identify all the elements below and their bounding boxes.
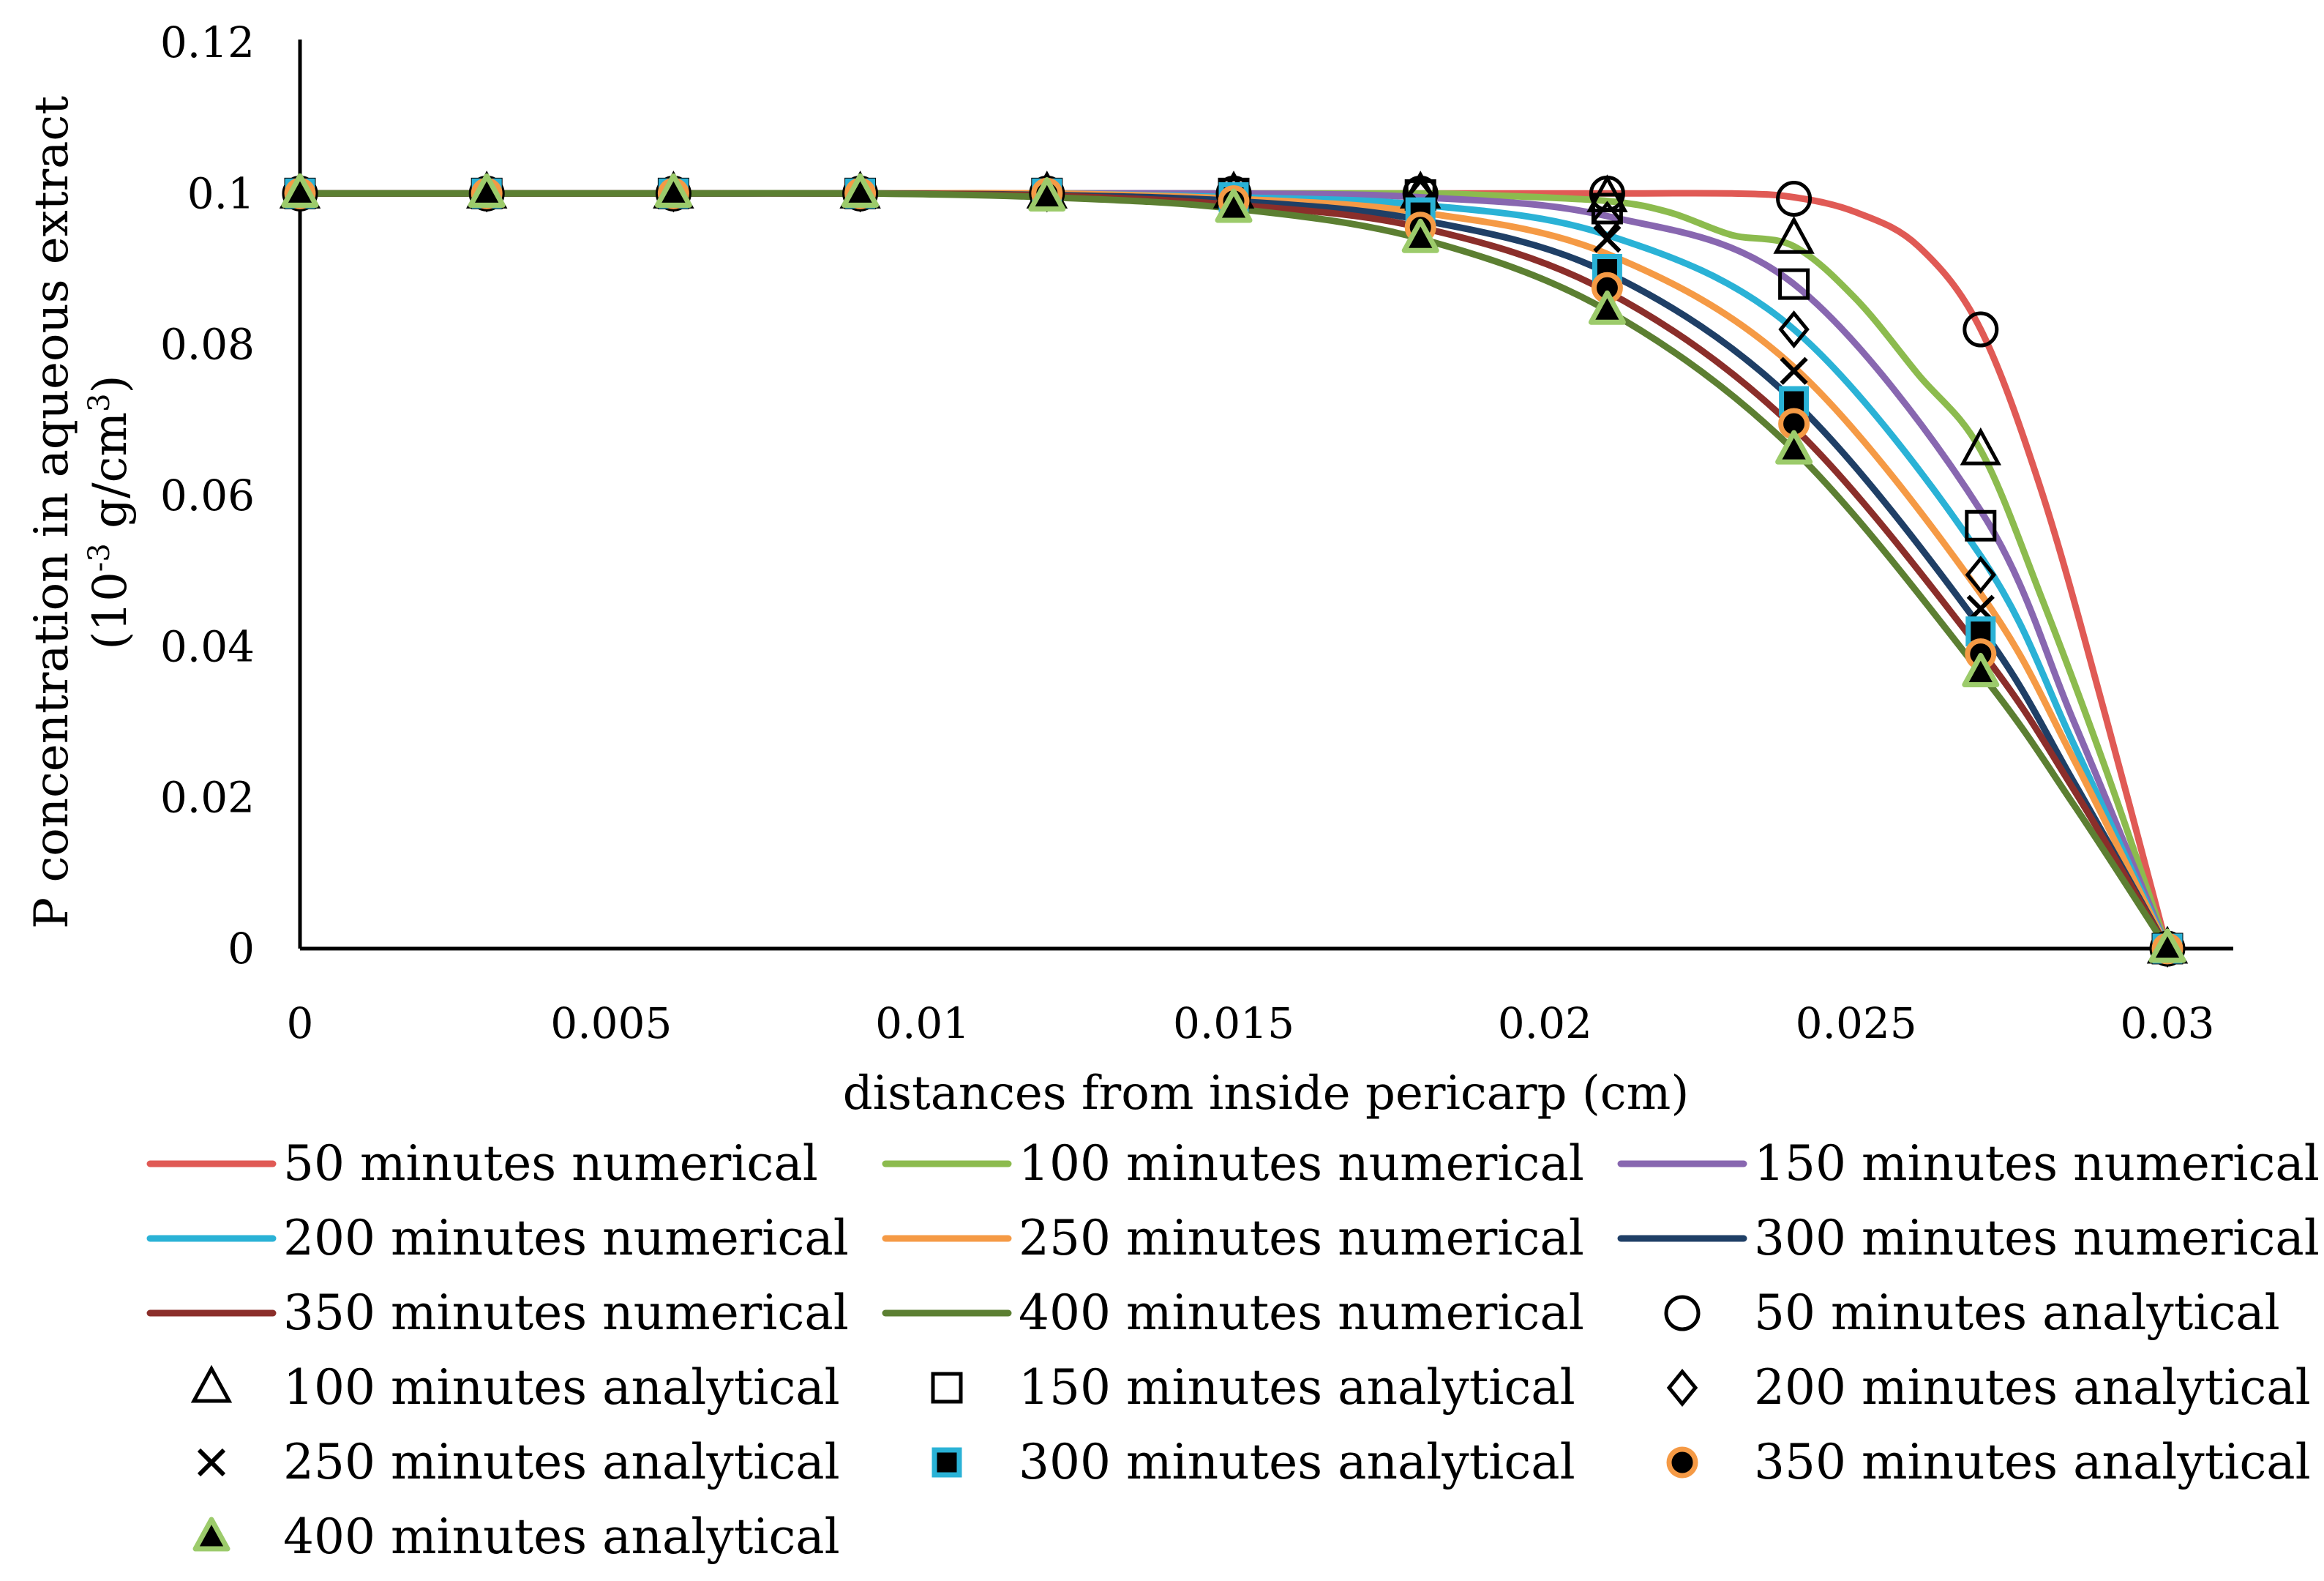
legend-label: 400 minutes numerical: [1019, 1285, 1584, 1341]
x-tick-label: 0.015: [1173, 998, 1294, 1048]
legend-item: 50 minutes analytical: [1664, 1285, 2280, 1341]
legend-marker-swatch: [190, 1364, 233, 1403]
marker-triangle-filled-3: [654, 173, 692, 208]
marker-x-9: [1780, 356, 1808, 385]
x-axis-title: distances from inside pericarp (cm): [843, 1066, 1690, 1121]
marker-triangle-filled-7: [1401, 218, 1439, 253]
marker-diamond-open-9: [1778, 310, 1810, 348]
y-tick-label: 0.1: [187, 168, 255, 218]
legend-marker-swatch: [197, 1448, 226, 1477]
marker-triangle-filled-4: [841, 173, 880, 208]
series-line-4: [296, 190, 2171, 952]
legend-item: 350 minutes numerical: [146, 1285, 849, 1341]
y-tick-labels: 0 0.02 0.04 0.06 0.08 0.1 0.12: [160, 18, 255, 973]
x-tick-label: 0.01: [875, 998, 970, 1048]
legend-item: 400 minutes analytical: [192, 1509, 840, 1565]
legend-item: 250 minutes analytical: [197, 1434, 840, 1490]
numerical-lines: [296, 190, 2171, 952]
y-tick-label: 0.06: [160, 471, 255, 520]
legend-item: 150 minutes analytical: [931, 1359, 1575, 1416]
x-tick-label: 0: [287, 998, 314, 1048]
marker-triangle-filled-9: [1775, 430, 1813, 465]
legend-item: 50 minutes numerical: [146, 1135, 818, 1192]
legend-label: 150 minutes numerical: [1754, 1135, 2320, 1192]
x-tick-label: 0.025: [1796, 998, 1917, 1048]
marker-triangle-filled-1: [281, 173, 319, 208]
marker-square-open-10: [1965, 509, 1997, 542]
series-line-5: [296, 190, 2171, 952]
legend-label: 300 minutes analytical: [1019, 1434, 1575, 1490]
series-line-6: [296, 190, 2171, 952]
marker-triangle-filled-11: [2148, 928, 2186, 963]
y-axis-title: P concentration in aqueous extract (10-3…: [25, 96, 138, 929]
y-tick-label: 0.04: [160, 621, 255, 671]
legend-item: 400 minutes numerical: [882, 1285, 1584, 1341]
legend-label: 300 minutes numerical: [1754, 1210, 2320, 1266]
legend-label: 50 minutes analytical: [1754, 1285, 2280, 1341]
x-tick-label: 0.03: [2120, 998, 2214, 1048]
plot-area: [279, 171, 2189, 968]
y-axis-title-line2: (10-3 g/cm3): [83, 375, 138, 649]
y-tick-label: 0: [228, 924, 255, 973]
y-tick-label: 0.08: [160, 320, 255, 370]
marker-triangle-filled-8: [1588, 290, 1626, 325]
legend-item: 150 minutes numerical: [1617, 1135, 2320, 1192]
axes: [298, 40, 2233, 951]
y-tick-label: 0.02: [160, 773, 255, 823]
legend-item: 300 minutes analytical: [932, 1434, 1575, 1490]
marker-square-open-8: [1591, 193, 1623, 225]
legend-label: 100 minutes numerical: [1019, 1135, 1584, 1192]
y-tick-label: 0.12: [160, 18, 255, 67]
y-axis-title-line1: P concentration in aqueous extract: [25, 96, 79, 929]
legend-marker-swatch: [192, 1517, 230, 1552]
series-line-1: [296, 190, 2171, 952]
marker-triangle-filled-10: [1962, 652, 2000, 687]
analytical-markers: [279, 171, 2189, 968]
legend-item: 250 minutes numerical: [882, 1210, 1584, 1266]
marker-square-open-9: [1778, 268, 1810, 300]
legend-label: 350 minutes numerical: [283, 1285, 849, 1341]
marker-triangle-filled-2: [468, 173, 506, 208]
legend-item: 100 minutes numerical: [882, 1135, 1584, 1192]
legend-marker-swatch: [932, 1447, 962, 1478]
legend-label: 250 minutes analytical: [283, 1434, 840, 1490]
series-line-7: [296, 190, 2171, 952]
legend-marker-swatch: [1666, 1369, 1698, 1407]
legend-label: 150 minutes analytical: [1019, 1359, 1575, 1416]
series-line-2: [296, 190, 2171, 952]
legend-item: 200 minutes numerical: [146, 1210, 849, 1266]
legend-item: 200 minutes analytical: [1666, 1359, 2311, 1416]
marker-triangle-filled-6: [1215, 188, 1253, 223]
legend-label: 50 minutes numerical: [283, 1135, 818, 1192]
legend-item: 300 minutes numerical: [1617, 1210, 2320, 1266]
legend-label: 350 minutes analytical: [1754, 1434, 2311, 1490]
marker-diamond-open-10: [1965, 556, 1997, 594]
legend-label: 200 minutes numerical: [283, 1210, 849, 1266]
marker-x-8: [1593, 225, 1622, 253]
marker-triangle-open-10: [1960, 427, 2002, 466]
legend-label: 250 minutes numerical: [1019, 1210, 1584, 1266]
legend-item: 100 minutes analytical: [190, 1359, 840, 1416]
marker-circle-open-9: [1776, 181, 1813, 217]
legend-label: 200 minutes analytical: [1754, 1359, 2311, 1416]
legend-marker-swatch: [1666, 1446, 1698, 1479]
marker-triangle-open-9: [1773, 216, 1815, 254]
x-tick-labels: 0 0.005 0.01 0.015 0.02 0.025 0.03: [287, 998, 2215, 1048]
legend-marker-swatch: [1664, 1295, 1701, 1331]
legend-label: 100 minutes analytical: [283, 1359, 840, 1416]
legend-marker-swatch: [931, 1372, 963, 1404]
marker-triangle-filled-5: [1028, 176, 1066, 212]
x-tick-label: 0.02: [1498, 998, 1592, 1048]
marker-circle-open-10: [1963, 311, 1999, 348]
x-tick-label: 0.005: [550, 998, 672, 1048]
legend: 50 minutes numerical 100 minutes numerica…: [146, 1135, 2320, 1565]
legend-item: 350 minutes analytical: [1666, 1434, 2311, 1490]
legend-label: 400 minutes analytical: [283, 1509, 840, 1565]
series-line-8: [296, 190, 2171, 952]
series-line-3: [296, 190, 2171, 952]
